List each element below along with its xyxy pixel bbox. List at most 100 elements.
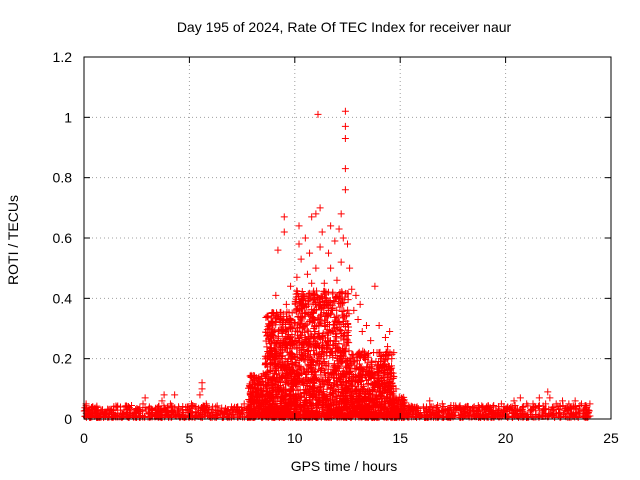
data-point: [304, 360, 312, 368]
data-point: [293, 287, 301, 295]
data-point: [271, 346, 279, 354]
data-point: [310, 291, 318, 299]
data-point: [316, 204, 324, 212]
data-point: [249, 413, 257, 421]
data-point: [295, 319, 303, 327]
data-point: [286, 407, 294, 415]
data-point: [112, 402, 120, 410]
data-point: [278, 373, 286, 381]
data-point: [307, 404, 315, 412]
data-point: [340, 313, 348, 321]
data-point: [154, 413, 162, 421]
data-point: [341, 347, 349, 355]
data-point: [124, 403, 132, 411]
x-tick-label: 25: [603, 430, 619, 446]
data-point: [282, 398, 290, 406]
data-point: [201, 410, 209, 418]
data-point: [342, 378, 350, 386]
data-point: [322, 392, 330, 400]
data-point: [362, 321, 370, 329]
data-point: [339, 397, 347, 405]
data-point: [328, 412, 336, 420]
data-point: [292, 308, 300, 316]
data-point: [384, 343, 392, 351]
data-point: [341, 107, 349, 115]
data-point: [343, 328, 351, 336]
data-point: [193, 412, 201, 420]
data-point: [280, 213, 288, 221]
data-point: [334, 325, 342, 333]
data-point: [296, 333, 304, 341]
data-point: [141, 394, 149, 402]
data-point: [381, 334, 389, 342]
data-point: [306, 249, 314, 257]
data-point: [268, 353, 276, 361]
data-point: [333, 292, 341, 300]
data-point: [310, 387, 318, 395]
data-point: [287, 337, 295, 345]
data-point: [510, 397, 518, 405]
data-point: [285, 365, 293, 373]
data-point: [340, 307, 348, 315]
data-point: [271, 347, 279, 355]
data-point: [334, 381, 342, 389]
data-point: [330, 365, 338, 373]
data-point: [196, 391, 204, 399]
data-point: [333, 293, 341, 301]
data-point: [339, 234, 347, 242]
data-point: [336, 360, 344, 368]
data-point: [304, 368, 312, 376]
data-point: [246, 380, 254, 388]
data-point: [341, 122, 349, 130]
data-point: [299, 376, 307, 384]
data-point: [339, 384, 347, 392]
data-point: [274, 246, 282, 254]
data-point: [266, 409, 274, 417]
data-point: [292, 409, 300, 417]
data-point: [327, 348, 335, 356]
data-point: [279, 352, 287, 360]
data-point: [337, 295, 345, 303]
data-point: [292, 391, 300, 399]
data-point: [320, 279, 328, 287]
data-point: [279, 310, 287, 318]
data-point: [271, 315, 279, 323]
data-point: [160, 391, 168, 399]
data-point: [116, 403, 124, 411]
data-point: [218, 413, 226, 421]
gridlines: [84, 57, 611, 419]
data-point: [341, 403, 349, 411]
data-point: [303, 270, 311, 278]
data-point: [334, 314, 342, 322]
data-point: [546, 394, 554, 402]
data-point: [335, 318, 343, 326]
data-point: [315, 315, 323, 323]
data-point: [136, 413, 144, 421]
data-point: [276, 379, 284, 387]
data-point: [311, 327, 319, 335]
data-point: [325, 320, 333, 328]
data-point: [269, 364, 277, 372]
data-point: [251, 406, 259, 414]
data-point: [294, 372, 302, 380]
data-point: [295, 335, 303, 343]
data-point: [325, 249, 333, 257]
data-point: [304, 297, 312, 305]
data-point: [308, 213, 316, 221]
data-point: [321, 412, 329, 420]
data-point: [308, 279, 316, 287]
data-point: [311, 411, 319, 419]
data-point: [321, 316, 329, 324]
data-point: [268, 332, 276, 340]
data-point: [264, 347, 272, 355]
y-tick-label: 0.2: [53, 351, 73, 367]
data-point: [85, 411, 93, 419]
data-point: [346, 264, 354, 272]
data-point: [184, 409, 192, 417]
data-point: [269, 384, 277, 392]
y-tick-label: 0.4: [53, 290, 73, 306]
data-point: [302, 387, 310, 395]
data-point: [296, 313, 304, 321]
data-point: [331, 237, 339, 245]
data-point: [326, 298, 334, 306]
